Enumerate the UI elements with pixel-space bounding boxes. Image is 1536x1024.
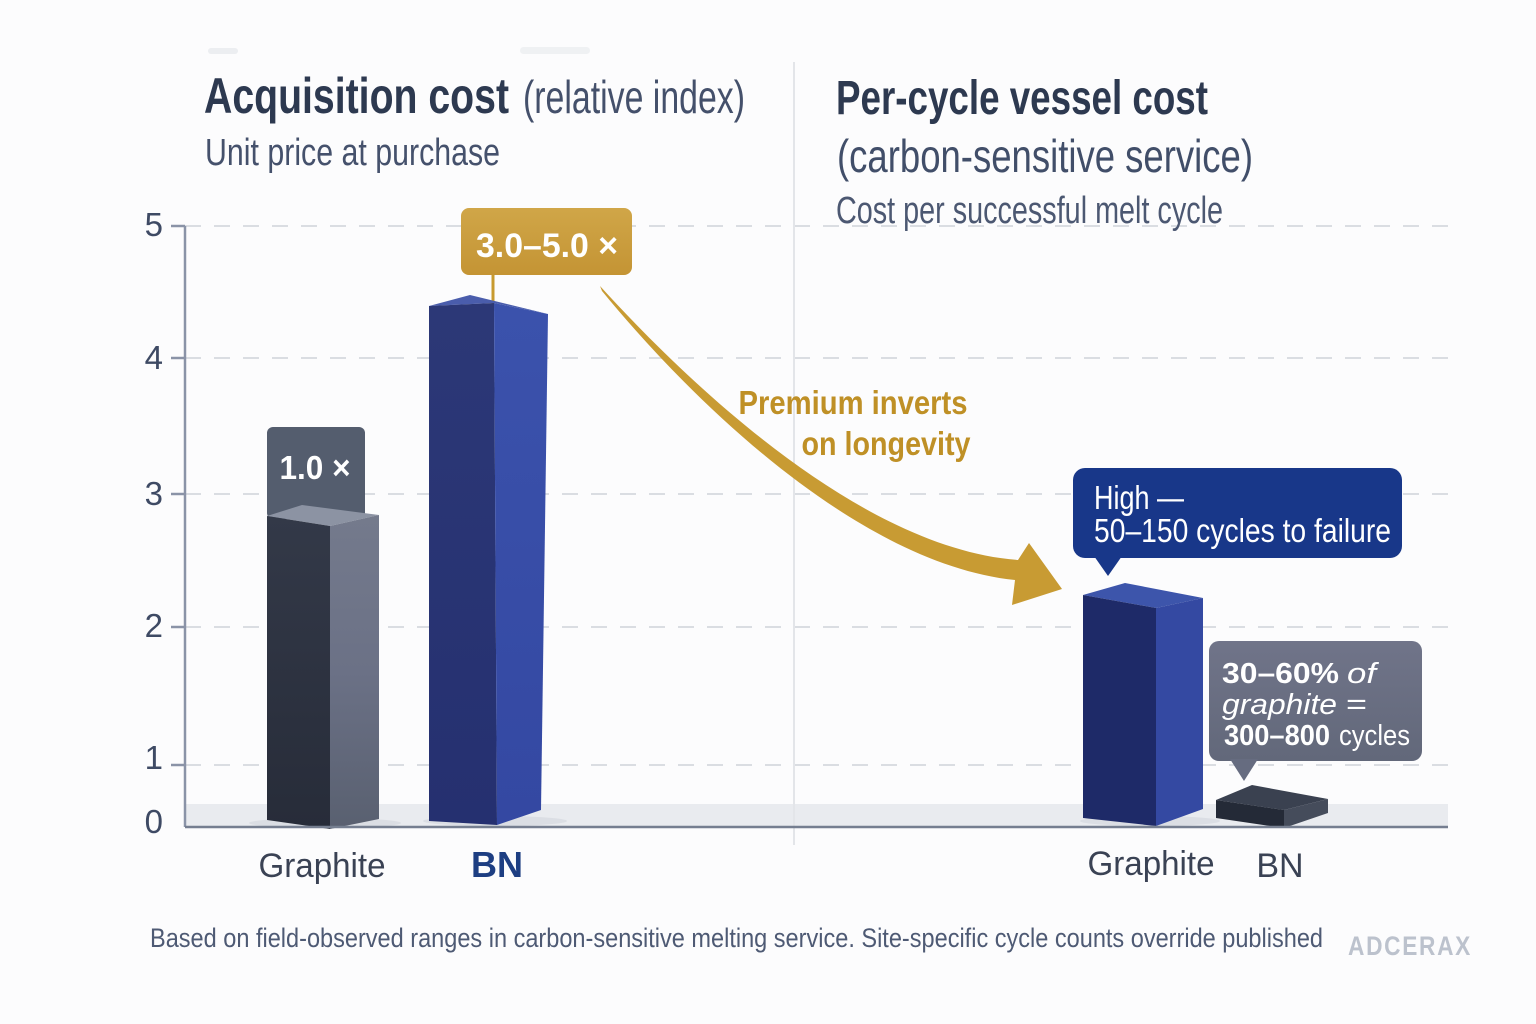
svg-text:50–150 cycles to failure: 50–150 cycles to failure [1094, 512, 1391, 549]
svg-text:graphite=: graphite = [1222, 689, 1367, 721]
svg-text:Premium inverts: Premium inverts [739, 384, 968, 421]
svg-text:Graphite: Graphite [259, 847, 386, 885]
svg-text:2: 2 [145, 607, 163, 644]
svg-text:High —: High — [1094, 479, 1184, 516]
svg-text:on longevity: on longevity [802, 425, 972, 462]
svg-text:3.0–5.0 ×: 3.0–5.0 × [476, 227, 618, 265]
svg-text:Acquisition cost: Acquisition cost [204, 68, 509, 124]
svg-text:5: 5 [145, 206, 163, 243]
svg-text:BN: BN [471, 844, 523, 885]
svg-text:0: 0 [145, 803, 163, 840]
svg-text:1: 1 [145, 739, 163, 776]
svg-text:Per-cycle vessel cost: Per-cycle vessel cost [836, 72, 1208, 125]
svg-text:Based on field-observed ranges: Based on field-observed ranges in carbon… [150, 923, 1323, 953]
svg-text:Cost per successful melt cycle: Cost per successful melt cycle [836, 190, 1223, 232]
svg-text:Unit price at purchase: Unit price at purchase [205, 132, 500, 174]
svg-text:1.0 ×: 1.0 × [280, 449, 351, 486]
svg-text:4: 4 [145, 339, 163, 376]
svg-text:Graphite: Graphite [1088, 845, 1215, 883]
svg-text:(relative index): (relative index) [523, 71, 745, 123]
svg-text:(carbon-sensitive service): (carbon-sensitive service) [837, 130, 1253, 182]
svg-text:3: 3 [145, 475, 163, 512]
svg-text:BN: BN [1256, 847, 1303, 885]
svg-text:ADCERAX: ADCERAX [1348, 931, 1472, 961]
svg-text:30–60%of: 30–60% of [1222, 658, 1380, 690]
